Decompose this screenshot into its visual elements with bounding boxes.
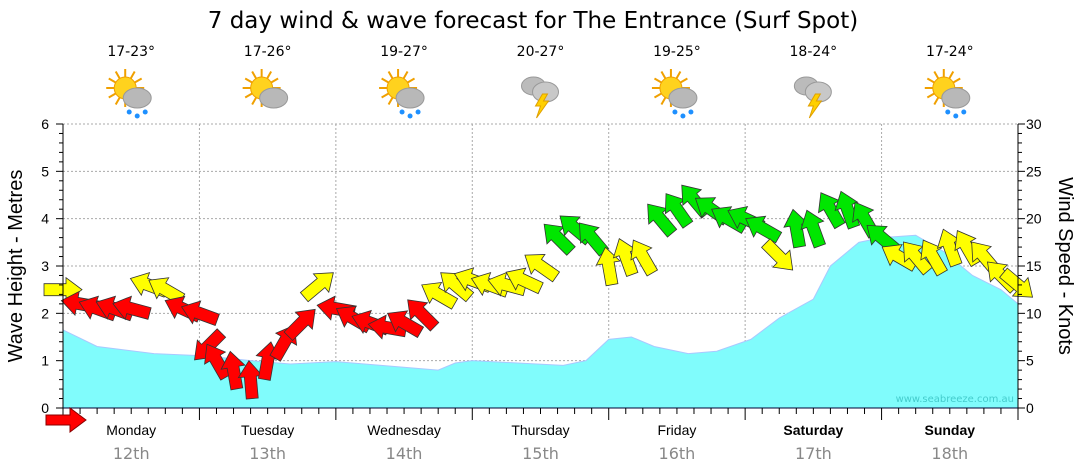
raindrop (134, 113, 140, 119)
wind-arrow (999, 267, 1034, 298)
y-right-tick-label: 0 (1026, 400, 1034, 416)
day-label: Thursday (511, 422, 569, 438)
wind-arrow (761, 238, 794, 271)
raindrop (672, 109, 678, 115)
wind-arrow (920, 239, 948, 277)
wind-arrow (148, 277, 186, 305)
y-axis-right-label: Wind Speed - Knots (1054, 177, 1076, 355)
raindrop (415, 109, 421, 115)
wind-arrow (783, 208, 809, 249)
y-right-tick-label: 15 (1026, 258, 1042, 274)
sun-cloud-rain-weather-icon (924, 69, 971, 119)
chart-title: 7 day wind & wave forecast for The Entra… (208, 8, 858, 34)
y-left-tick-label: 4 (41, 211, 49, 227)
cloud (395, 87, 425, 109)
wind-arrow (505, 267, 544, 295)
y-right-tick-label: 10 (1026, 305, 1042, 321)
raindrop (399, 109, 405, 115)
day-temperature: 17-26° (244, 44, 292, 60)
day-temperature: 17-24° (926, 44, 974, 60)
lightning-bolt (534, 93, 550, 119)
y-left-tick-label: 2 (41, 305, 49, 321)
wind-arrow (112, 295, 152, 321)
cloud (122, 87, 152, 109)
wind-arrow (664, 193, 694, 229)
date-label: 15th (522, 444, 559, 463)
cloud (804, 81, 832, 103)
raindrop (953, 113, 959, 119)
date-label: 17th (795, 444, 832, 463)
day-temperature: 19-25° (653, 44, 701, 60)
day-temperature: 20-27° (517, 44, 565, 60)
y-right-tick-label: 25 (1026, 163, 1042, 179)
day-label: Friday (657, 422, 696, 438)
thunderstorm-weather-icon (521, 76, 559, 119)
wind-arrow (818, 192, 846, 230)
day-temperature: 19-27° (380, 44, 428, 60)
raindrop (407, 113, 413, 119)
watermark: www.seabreeze.com.au (896, 394, 1014, 405)
cloud (259, 87, 289, 109)
date-label: 16th (659, 444, 696, 463)
wind-arrow (299, 272, 334, 303)
day-temperature: 17-23° (107, 44, 155, 60)
y-left-tick-label: 0 (41, 400, 49, 416)
raindrop (126, 109, 132, 115)
wind-arrow (800, 209, 827, 249)
sun-cloud-rain-weather-icon (106, 69, 152, 119)
day-label: Wednesday (367, 422, 441, 438)
wind-arrow (220, 350, 246, 391)
raindrop (945, 109, 951, 115)
y-left-tick-label: 3 (41, 258, 49, 274)
wind-arrow (647, 203, 678, 238)
day-label: Tuesday (241, 422, 294, 438)
y-right-tick-label: 5 (1026, 353, 1034, 369)
y-axis-left-label: Wave Height - Metres (5, 170, 27, 363)
wind-arrow (543, 223, 576, 256)
day-label: Monday (106, 422, 156, 438)
wind-arrow (421, 282, 459, 310)
date-label: 14th (386, 444, 423, 463)
wind-arrow (579, 222, 610, 257)
wind-arrow (387, 310, 425, 339)
wind-legend-arrow (45, 407, 87, 433)
wind-arrow (407, 299, 440, 332)
cloud (532, 81, 559, 103)
wind-arrow (180, 300, 220, 326)
sun-cloud-weather-icon (242, 69, 289, 109)
sun-cloud-rain-weather-icon (651, 69, 698, 119)
wind-arrow (524, 254, 561, 283)
y-left-tick-label: 1 (41, 353, 49, 369)
y-left-tick-label: 5 (41, 163, 49, 179)
wind-arrow (237, 360, 264, 400)
wind-arrow (630, 239, 659, 277)
wind-arrow (745, 215, 783, 244)
sun-cloud-rain-weather-icon (379, 69, 425, 119)
cloud (941, 87, 971, 109)
day-label: Saturday (783, 422, 843, 438)
y-right-tick-label: 20 (1026, 211, 1042, 227)
date-label: 18th (931, 444, 968, 463)
wind-arrow (283, 308, 316, 342)
raindrop (688, 109, 694, 115)
wind-arrow (612, 238, 639, 277)
wind-arrow (440, 272, 475, 303)
raindrop (680, 113, 686, 119)
day-temperature: 18-24° (790, 44, 838, 60)
date-label: 13th (249, 444, 286, 463)
thunderstorm-weather-icon (793, 76, 832, 119)
lightning-bolt (807, 93, 823, 119)
raindrop (142, 109, 148, 115)
date-label: 12th (113, 444, 150, 463)
y-left-tick-label: 6 (41, 116, 49, 132)
wind-arrow (936, 228, 963, 268)
day-label: Sunday (924, 422, 975, 438)
raindrop (961, 109, 967, 115)
cloud (668, 87, 698, 109)
y-right-tick-label: 30 (1026, 116, 1042, 132)
